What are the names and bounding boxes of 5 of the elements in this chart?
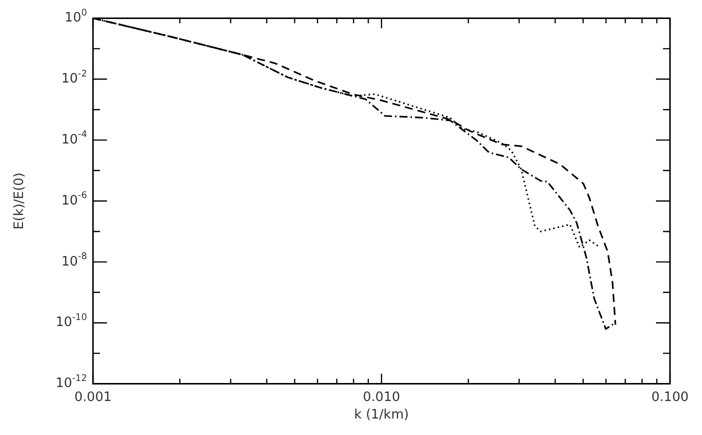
x-axis-title: k (1/km): [354, 408, 409, 423]
y-axis-title: E(k)/E(0): [12, 172, 28, 230]
x-tick-label: 0.010: [362, 390, 400, 406]
x-tick-label: 0.001: [74, 390, 112, 406]
x-tick-label: 0.100: [651, 390, 689, 406]
